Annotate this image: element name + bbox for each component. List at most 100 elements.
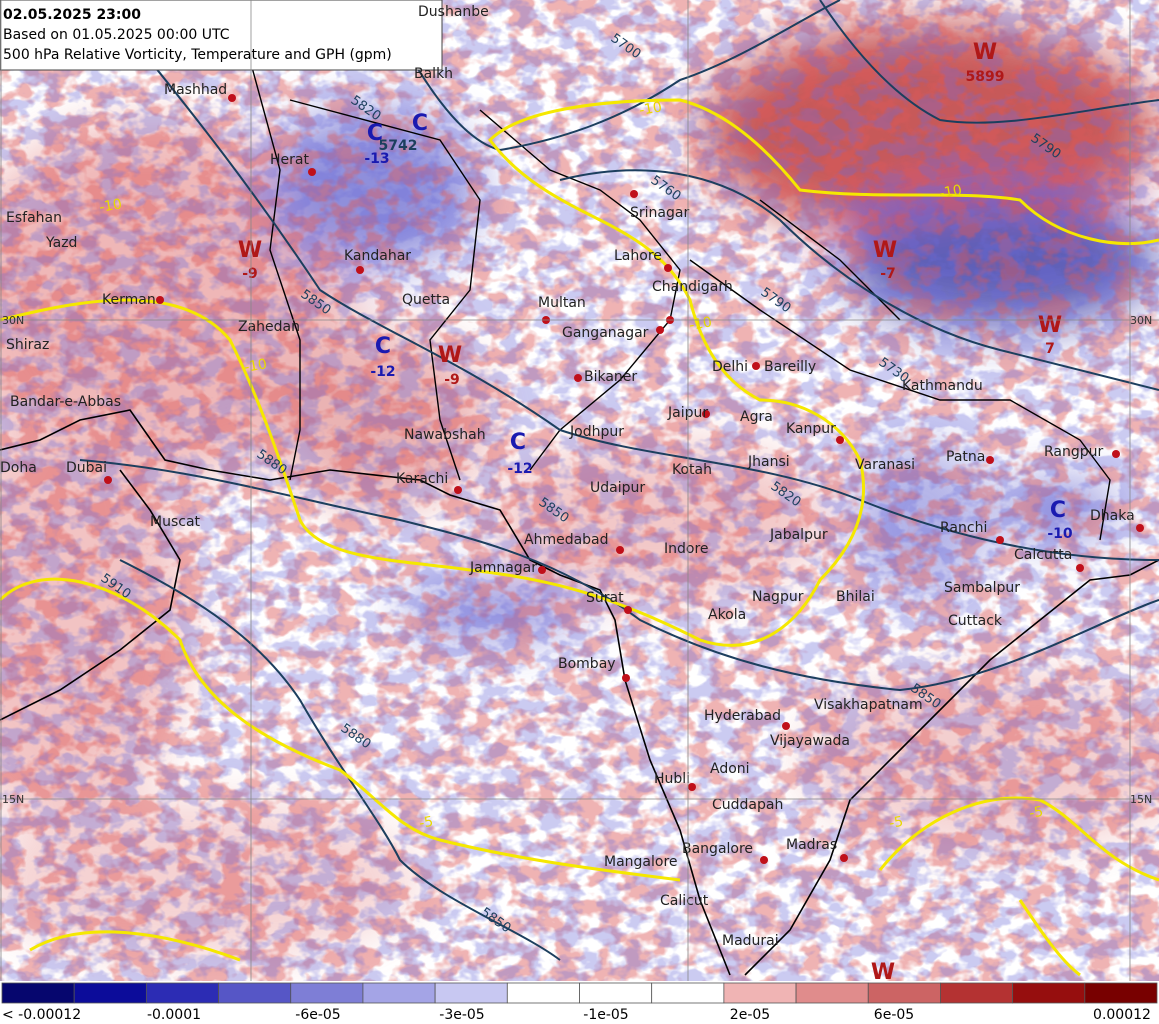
colorbar-swatch [218, 982, 292, 1004]
system-letter: W [973, 40, 997, 65]
city-label: Adoni [710, 761, 750, 777]
system-value: -9 [444, 372, 460, 388]
latitude-label: 15N [1130, 793, 1152, 806]
city-label: Agra [740, 409, 773, 425]
city-dot [1112, 450, 1120, 458]
city-label: Indore [664, 541, 709, 557]
system-letter: W [238, 238, 262, 263]
system-value: -13 [364, 151, 389, 167]
city-label: Shiraz [6, 337, 49, 353]
system-value: -12 [370, 364, 395, 380]
city-label: Sambalpur [944, 580, 1020, 596]
city-label: Dhaka [1090, 508, 1135, 524]
city-dot [1136, 524, 1144, 532]
city-label: Hyderabad [704, 708, 781, 724]
city-label: Bhilai [836, 589, 875, 605]
city-label: Herat [270, 152, 309, 168]
city-dot [752, 362, 760, 370]
city-label: Varanasi [855, 457, 915, 473]
city-label: Esfahan [6, 210, 62, 226]
city-dot [702, 410, 710, 418]
temperature-label: -5 [418, 814, 435, 832]
system-value: -9 [242, 266, 258, 282]
header-line: 500 hPa Relative Vorticity, Temperature … [3, 47, 392, 63]
system-letter: C [510, 430, 526, 455]
city-label: Mangalore [604, 854, 678, 870]
city-dot [630, 190, 638, 198]
colorbar-label: 2e-05 [730, 1007, 770, 1023]
latitude-label: 30N [2, 314, 24, 327]
city-label: Bangalore [682, 841, 753, 857]
city-label: Balkh [414, 66, 453, 82]
temperature-label: -10 [243, 356, 268, 376]
system-value: 5899 [966, 69, 1005, 85]
city-label: Bandar-e-Abbas [10, 394, 121, 410]
header-line: 02.05.2025 23:00 [3, 7, 141, 23]
city-label: Kotah [672, 462, 712, 478]
colorbar-swatch [506, 982, 580, 1004]
city-label: Rangpur [1044, 444, 1104, 460]
system-letter: W [871, 960, 895, 985]
city-label: Yazd [45, 235, 77, 251]
city-label: Multan [538, 295, 586, 311]
city-dot [538, 566, 546, 574]
city-label: Dubai [66, 460, 107, 476]
map-background [0, 0, 1159, 981]
city-dot [308, 168, 316, 176]
colorbar-label: -1e-05 [583, 1007, 628, 1023]
city-label: Udaipur [590, 480, 645, 496]
system-letter: C [367, 121, 383, 146]
city-dot [228, 94, 236, 102]
city-label: Surat [586, 590, 624, 606]
system-value: -7 [880, 266, 896, 282]
colorbar-label: -3e-05 [439, 1007, 484, 1023]
system-letter: C [375, 334, 391, 359]
system-value: -10 [1047, 526, 1073, 542]
colorbar-label: 6e-05 [874, 1007, 914, 1023]
city-dot [622, 674, 630, 682]
header-box [0, 0, 443, 71]
colorbar-label: -0.0001 [147, 1007, 201, 1023]
temperature-label: -10 [938, 182, 963, 202]
city-label: Jabalpur [769, 527, 828, 543]
city-label: Calicut [660, 893, 709, 909]
city-dot [104, 476, 112, 484]
system-value: -12 [507, 461, 532, 477]
city-dot [1076, 564, 1084, 572]
city-label: Doha [0, 460, 37, 476]
city-label: Bareilly [764, 359, 816, 375]
city-label: Hubli [654, 771, 690, 787]
city-label: Cuddapah [712, 797, 783, 813]
city-dot [782, 722, 790, 730]
city-dot [574, 374, 582, 382]
latitude-label: 30N [1130, 314, 1152, 327]
colorbar-label: 0.00012 [1093, 1007, 1151, 1023]
city-label: Lahore [614, 248, 662, 264]
city-label: Ahmedabad [524, 532, 609, 548]
city-label: Delhi [712, 359, 748, 375]
colorbar-swatch [145, 982, 219, 1004]
city-label: Calcutta [1014, 547, 1072, 563]
city-label: Akola [708, 607, 746, 623]
latitude-label: 15N [2, 793, 24, 806]
city-label: Quetta [402, 292, 450, 308]
city-label: Chandigarh [652, 279, 733, 295]
colorbar-swatch [940, 982, 1014, 1004]
city-dot [760, 856, 768, 864]
city-label: Mashhad [164, 82, 227, 98]
city-label: Zahedan [238, 319, 300, 335]
system-letter: W [873, 238, 897, 263]
city-label: Ganganagar [562, 325, 649, 341]
city-label: Bikaner [584, 369, 637, 385]
city-label: Jamnagar [469, 560, 537, 576]
city-label: Kerman [102, 292, 156, 308]
colorbar-label: < -0.00012 [2, 1007, 81, 1023]
colorbar-swatch [579, 982, 653, 1004]
city-label: Dushanbe [418, 4, 489, 20]
temperature-label: -10 [98, 196, 123, 216]
system-letter: W [438, 343, 462, 368]
city-dot [454, 486, 462, 494]
colorbar-swatch [362, 982, 436, 1004]
colorbar-swatch [1, 982, 75, 1004]
